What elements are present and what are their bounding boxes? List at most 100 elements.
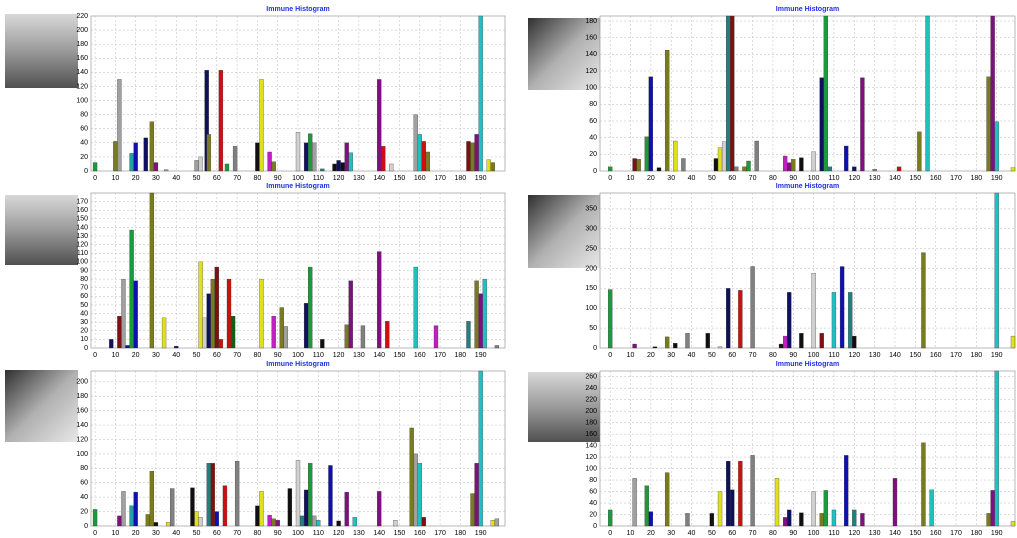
x-tick-label: 130 xyxy=(353,352,365,359)
bar xyxy=(280,308,284,348)
bar xyxy=(799,158,803,171)
y-tick-label: 260 xyxy=(585,374,597,381)
x-tick-label: 50 xyxy=(708,352,716,359)
bar xyxy=(259,279,263,348)
x-tick-label: 70 xyxy=(233,530,241,537)
page: {"chart_data": [ {"type": "bar", "title"… xyxy=(0,0,1017,538)
bar xyxy=(93,509,97,526)
y-tick-label: 140 xyxy=(585,442,597,449)
x-tick-label: 150 xyxy=(394,530,406,537)
x-tick-label: 60 xyxy=(213,530,221,537)
bar xyxy=(479,16,483,171)
bar xyxy=(1011,168,1015,171)
x-tick-label: 170 xyxy=(434,530,446,537)
bar xyxy=(272,519,276,526)
x-tick-label: 120 xyxy=(848,352,860,359)
x-tick-label: 60 xyxy=(213,352,221,359)
bar xyxy=(921,443,925,526)
x-tick-label: 80 xyxy=(769,352,777,359)
bar xyxy=(751,455,755,526)
bar xyxy=(475,281,479,348)
bar xyxy=(312,143,316,171)
bar xyxy=(824,16,828,171)
chart-title: Immune Histogram xyxy=(776,361,839,368)
bar xyxy=(832,292,836,348)
bar xyxy=(272,162,276,171)
bar xyxy=(259,491,263,526)
bar xyxy=(211,279,215,348)
x-tick-label: 30 xyxy=(667,352,675,359)
bar xyxy=(812,273,816,348)
x-tick-label: 140 xyxy=(373,530,385,537)
bar xyxy=(195,160,199,171)
bar xyxy=(150,193,154,348)
x-tick-label: 40 xyxy=(688,530,696,537)
bar xyxy=(272,316,276,348)
bar xyxy=(385,321,389,348)
x-tick-label: 190 xyxy=(991,530,1003,537)
bar xyxy=(844,146,848,171)
bar xyxy=(637,159,641,171)
bar xyxy=(259,79,263,171)
bar xyxy=(873,169,877,171)
x-tick-label: 40 xyxy=(688,352,696,359)
x-tick-label: 110 xyxy=(828,530,839,537)
x-tick-label: 180 xyxy=(971,530,983,537)
bar xyxy=(414,115,418,171)
chart-title: Immune Histogram xyxy=(776,6,839,13)
y-tick-label: 200 xyxy=(76,27,88,34)
bar xyxy=(852,167,856,171)
bar xyxy=(791,159,795,171)
x-tick-label: 180 xyxy=(971,352,983,359)
bar xyxy=(812,492,816,526)
bar xyxy=(219,339,223,348)
x-tick-label: 170 xyxy=(434,352,446,359)
y-tick-label: 60 xyxy=(80,480,88,487)
bar xyxy=(852,336,856,348)
x-tick-label: 90 xyxy=(789,530,797,537)
bar xyxy=(991,490,995,526)
bar xyxy=(665,473,669,526)
x-tick-label: 150 xyxy=(394,175,406,182)
x-tick-label: 170 xyxy=(950,352,962,359)
x-tick-label: 150 xyxy=(909,175,921,182)
y-tick-label: 250 xyxy=(585,245,597,252)
x-tick-label: 70 xyxy=(749,530,757,537)
x-tick-label: 40 xyxy=(172,175,180,182)
bar xyxy=(320,339,324,348)
y-tick-label: 160 xyxy=(76,407,88,414)
x-tick-label: 10 xyxy=(627,175,635,182)
x-tick-label: 100 xyxy=(292,175,304,182)
bar xyxy=(718,148,722,171)
bar xyxy=(349,153,353,171)
bar xyxy=(673,343,677,348)
y-tick-label: 180 xyxy=(76,393,88,400)
y-tick-label: 130 xyxy=(76,233,88,240)
bar xyxy=(466,321,470,348)
bar xyxy=(495,519,499,526)
y-tick-label: 90 xyxy=(80,267,88,274)
y-tick-label: 160 xyxy=(76,55,88,62)
chart-title: Immune Histogram xyxy=(776,183,839,190)
bar xyxy=(353,517,357,526)
bar xyxy=(479,371,483,526)
y-tick-label: 100 xyxy=(76,259,88,266)
x-tick-label: 0 xyxy=(608,175,612,182)
x-tick-label: 50 xyxy=(708,175,716,182)
bar xyxy=(783,517,787,526)
bar xyxy=(227,279,231,348)
bar xyxy=(381,146,385,171)
y-tick-label: 180 xyxy=(585,18,597,25)
y-tick-label: 120 xyxy=(585,68,597,75)
bar xyxy=(203,318,207,348)
x-tick-label: 160 xyxy=(930,175,942,182)
bar xyxy=(130,153,134,171)
bar xyxy=(414,454,418,526)
x-tick-label: 20 xyxy=(647,352,655,359)
bar xyxy=(812,152,816,171)
bar xyxy=(117,516,121,526)
thumbnail xyxy=(5,14,78,88)
y-tick-label: 120 xyxy=(585,454,597,461)
bar xyxy=(134,492,138,526)
bar xyxy=(852,510,856,526)
